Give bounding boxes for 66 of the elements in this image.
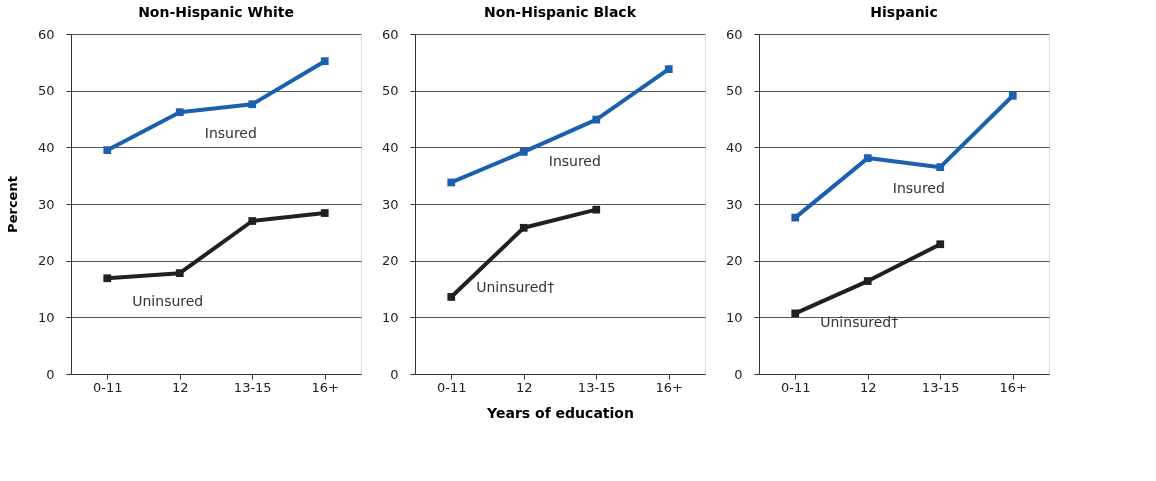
point [519, 223, 528, 232]
y-tick-label: 40 [725, 139, 743, 155]
x-tick-label: 16+ [655, 379, 683, 395]
y-tick-label: 60 [37, 26, 55, 42]
point [248, 217, 257, 225]
x-tick-label: 0-11 [92, 379, 123, 395]
x-tick-label: 13-15 [577, 379, 616, 395]
y-tick-label: 50 [725, 83, 743, 99]
y-tick-label: 60 [725, 26, 743, 42]
y-axis-title: Percent [4, 176, 20, 233]
y-tick-label: 30 [381, 196, 399, 212]
y-tick-label: 10 [725, 309, 743, 325]
y-tick-label: 30 [725, 196, 743, 212]
y-tick-label: 60 [381, 26, 399, 42]
point [447, 178, 456, 187]
point [248, 100, 257, 109]
y-tick-label: 10 [381, 309, 399, 325]
y-tick-label: 40 [381, 139, 399, 155]
y-tick-label: 20 [381, 253, 399, 269]
series-label: Uninsured† [820, 314, 899, 331]
point [791, 309, 800, 318]
x-axis-title: Years of education [486, 404, 634, 421]
point [175, 269, 184, 278]
point [791, 213, 800, 222]
y-tick-label: 30 [37, 196, 55, 212]
y-tick-label: 0 [46, 366, 55, 382]
y-tick-label: 20 [37, 253, 55, 269]
y-tick-label: 50 [37, 83, 55, 99]
chart-title: Non-Hispanic White [138, 4, 294, 20]
point [519, 147, 528, 156]
chart-title: Non-Hispanic Black [484, 4, 637, 20]
x-tick-label: 16+ [999, 379, 1027, 395]
x-tick-label: 0-11 [780, 379, 811, 395]
point [664, 65, 673, 74]
y-tick-label: 0 [390, 366, 399, 382]
series-label: Insured [892, 179, 945, 196]
series-label: Uninsured† [476, 279, 555, 296]
point [103, 146, 112, 155]
point [863, 277, 872, 285]
x-tick-label: 13-15 [921, 379, 960, 395]
point [175, 108, 184, 117]
point [592, 115, 601, 124]
x-tick-label: 12 [171, 379, 189, 395]
point [592, 205, 601, 214]
x-tick-label: 12 [515, 379, 533, 395]
point [103, 274, 112, 283]
x-tick-label: 0-11 [436, 379, 467, 395]
chart-title: Hispanic [870, 4, 938, 20]
y-tick-label: 50 [381, 83, 399, 99]
point [863, 154, 872, 162]
point [936, 240, 945, 249]
x-tick-label: 12 [859, 379, 877, 395]
y-tick-label: 10 [37, 309, 55, 325]
x-tick-label: 16+ [311, 379, 339, 395]
y-tick-label: 40 [37, 139, 55, 155]
y-tick-label: 0 [734, 366, 743, 382]
series-label: Insured [548, 152, 601, 169]
x-tick-label: 13-15 [233, 379, 272, 395]
point [320, 209, 329, 217]
point [936, 163, 945, 172]
point [1008, 91, 1017, 100]
series-label: Uninsured [132, 292, 204, 309]
y-tick-label: 20 [725, 253, 743, 269]
series-label: Insured [204, 125, 257, 142]
point [320, 57, 329, 66]
point [447, 293, 456, 301]
